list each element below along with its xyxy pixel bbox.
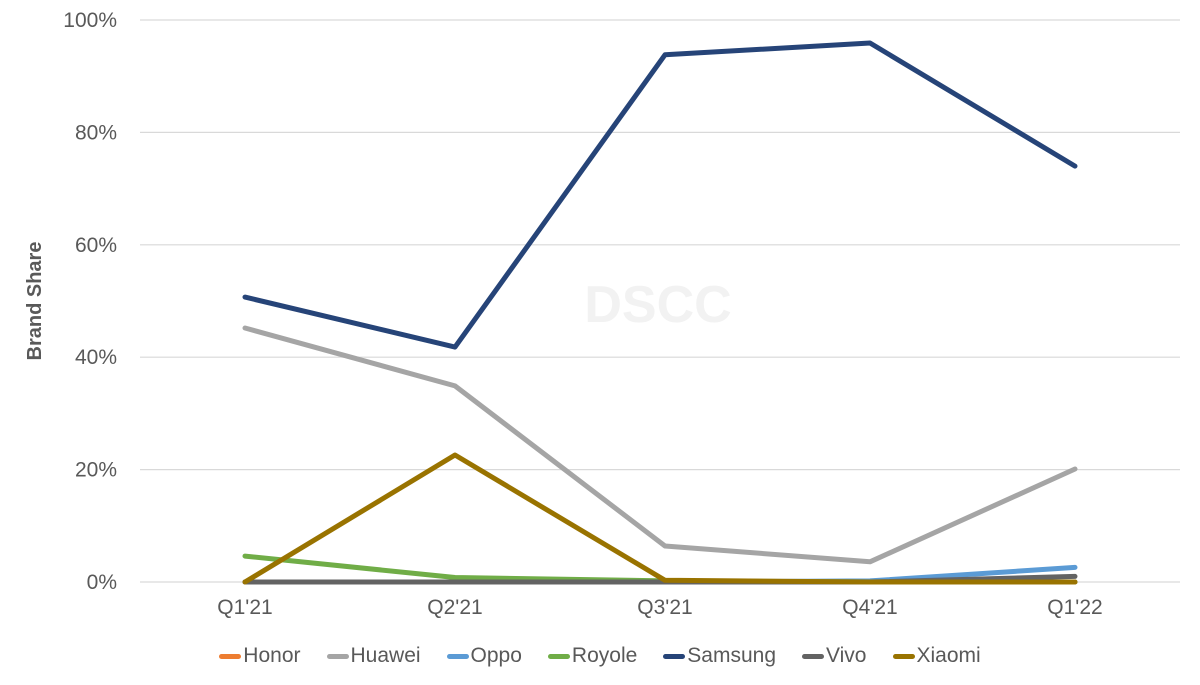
y-tick-label: 100% bbox=[63, 9, 117, 32]
legend-swatch-icon bbox=[219, 653, 242, 659]
legend-swatch-icon bbox=[326, 653, 349, 659]
legend-label: Samsung bbox=[687, 644, 777, 667]
legend-item-vivo: Vivo bbox=[802, 644, 867, 668]
legend-item-samsung: Samsung bbox=[663, 644, 776, 668]
legend-swatch-icon bbox=[802, 653, 825, 659]
series-lines bbox=[242, 40, 1078, 585]
legend-item-royole: Royole bbox=[547, 644, 638, 668]
legend-swatch-icon bbox=[547, 653, 570, 659]
series-line-samsung bbox=[242, 40, 1078, 350]
legend-label: Royole bbox=[571, 644, 638, 667]
y-axis-label: Brand Share bbox=[24, 242, 46, 361]
legend-item-huawei: Huawei bbox=[326, 644, 421, 668]
legend-item-xiaomi: Xiaomi bbox=[892, 644, 981, 668]
x-tick-label: Q4'21 bbox=[842, 596, 897, 619]
series-line-huawei bbox=[242, 325, 1078, 565]
y-tick-label: 20% bbox=[75, 459, 117, 482]
y-tick-label: 60% bbox=[75, 234, 117, 257]
x-tick-label: Q1'22 bbox=[1047, 596, 1102, 619]
x-tick-label: Q1'21 bbox=[217, 596, 272, 619]
x-axis-ticks: Q1'21 Q2'21 Q3'21 Q4'21 Q1'22 bbox=[217, 596, 1102, 619]
legend-label: Huawei bbox=[350, 644, 421, 667]
legend-item-honor: Honor bbox=[219, 644, 301, 668]
x-tick-label: Q2'21 bbox=[427, 596, 482, 619]
y-axis-ticks: 0% 20% 40% 60% 80% 100% bbox=[63, 9, 117, 594]
y-tick-label: 0% bbox=[87, 571, 117, 594]
legend-swatch-icon bbox=[446, 653, 469, 659]
legend-label: Xiaomi bbox=[916, 644, 981, 667]
legend-swatch-icon bbox=[663, 653, 686, 659]
legend-item-oppo: Oppo bbox=[446, 644, 522, 668]
legend-label: Vivo bbox=[826, 644, 867, 667]
legend-label: Oppo bbox=[470, 644, 522, 667]
series-line-xiaomi bbox=[242, 452, 1078, 585]
legend-label: Honor bbox=[243, 644, 301, 667]
y-tick-label: 40% bbox=[75, 346, 117, 369]
y-tick-label: 80% bbox=[75, 121, 117, 144]
x-tick-label: Q3'21 bbox=[637, 596, 692, 619]
watermark: DSCC bbox=[584, 276, 731, 334]
legend-swatch-icon bbox=[892, 653, 915, 659]
legend: Honor Huawei Oppo Royole Samsung Vivo Xiaomi bbox=[0, 644, 1200, 668]
